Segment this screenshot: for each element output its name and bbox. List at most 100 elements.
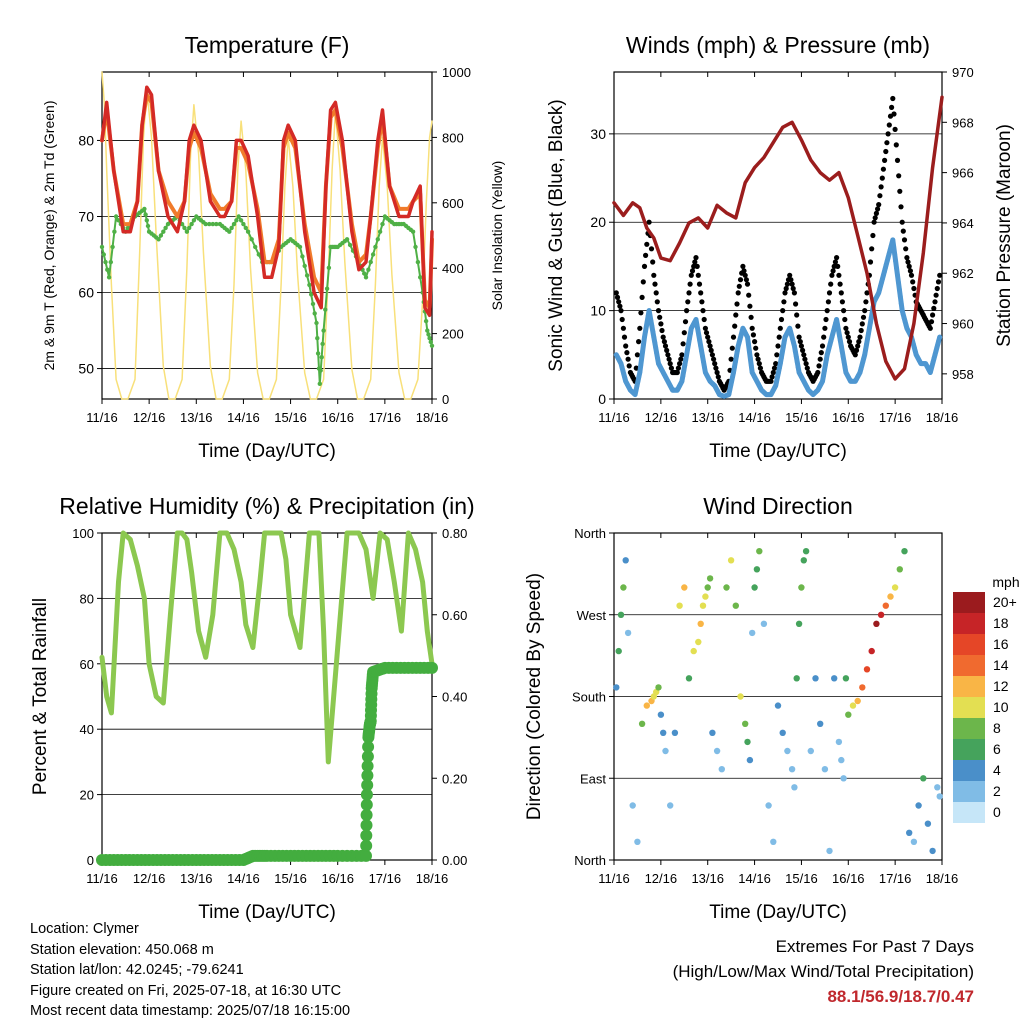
wind-point [775,374,780,380]
dewpoint-point [105,267,110,272]
dewpoint-point [321,328,326,333]
gust-point [801,352,807,358]
wind-point [682,363,688,368]
wind-point [835,322,840,328]
gust-point [802,356,808,362]
dewpoint-point [227,229,232,234]
gust-point [613,290,619,296]
direction-point [695,638,702,646]
direction-point [906,829,913,836]
wind-point [858,366,864,372]
dewpoint-point [362,271,367,276]
gust-point [732,323,738,329]
dewpoint-point [312,311,317,316]
wind-point [792,343,797,349]
wind-point [638,363,644,368]
wind-point [795,364,801,370]
gust-point [682,319,689,325]
gust-point [743,277,750,283]
dewpoint-point [427,336,432,341]
gust-point [680,341,686,347]
gust-point [625,356,631,362]
gust-point [863,299,869,305]
gust-point [893,142,899,148]
dewpoint-point [315,336,320,341]
gust-point [708,347,714,353]
dewpoint-point [317,381,322,386]
direction-point [795,620,803,627]
y-tick-label: East [580,771,606,786]
wind-point [776,370,781,375]
extremes-subheading: (High/Low/Max Wind/Total Precipitation) [672,962,974,981]
gust-point [633,365,639,371]
gust-point [855,343,861,349]
y2-tick-label: 400 [442,261,464,276]
dewpoint-point [423,318,429,324]
wind-point [788,329,794,335]
speed-color-legend: mph 20+ 18 16 14 12 10 8 6 4 2 0 [953,574,1020,823]
wind-point [738,333,744,338]
x-tick-label: 15/16 [785,410,818,425]
gust-point [621,334,628,340]
x-tick-label: 13/16 [180,410,213,425]
gust-point [634,352,641,358]
gust-point [908,272,915,278]
gust-point [677,361,683,367]
wind-point [697,338,703,344]
y2-tick-label: 966 [952,166,974,181]
wind-point [633,387,639,393]
gust-point [932,299,938,305]
wind-point [646,308,652,313]
wind-point [746,341,751,347]
precip-point [360,798,373,811]
gust-point [793,301,799,307]
gust-point [735,290,741,296]
direction-point [877,611,885,618]
y2-tick-label: 0 [442,392,449,407]
gust-point [702,325,709,331]
gust-point [675,365,682,371]
gust-point [828,281,834,287]
gust-point [733,312,739,318]
gust-point [843,325,849,331]
direction-point [667,802,674,809]
dewpoint-point [256,252,261,257]
wind-point [652,340,658,345]
y2-tick-label: 968 [952,115,974,130]
x-tick-label: 16/16 [832,871,865,886]
dewpoint-point [428,339,433,345]
legend-label: 0 [993,804,1001,820]
gust-point [664,347,670,353]
gust-point [668,365,675,371]
dewpoint-point [304,273,310,278]
gust-point [614,294,621,300]
wind-point [863,347,868,352]
wind-point [635,378,641,384]
dewpoint-point [189,221,194,227]
wind-point [820,378,825,384]
gust-point [900,228,906,234]
gust-point [662,343,669,349]
direction-point [660,729,667,736]
y-tick-label: 20 [590,214,606,230]
plot-frame [613,71,943,400]
wind-point [654,350,659,356]
wind-point [745,334,750,340]
gust-point [930,312,936,318]
gust-point [905,259,911,265]
gust-point [684,308,690,314]
wind-point [693,317,699,322]
wind-point [886,251,892,257]
wind-point [912,345,917,351]
wind-point [895,272,900,278]
gust-point [838,290,844,296]
wind-point [868,315,874,321]
extremes-box: Extremes For Past 7 Days (High/Low/Max W… [673,934,974,1009]
dewpoint-point [245,229,251,234]
gust-point [756,361,762,367]
y-tick-label: 80 [80,591,94,606]
gust-point [698,290,704,296]
gust-point [899,219,905,225]
direction-point [746,756,754,764]
direction-point [849,702,857,709]
